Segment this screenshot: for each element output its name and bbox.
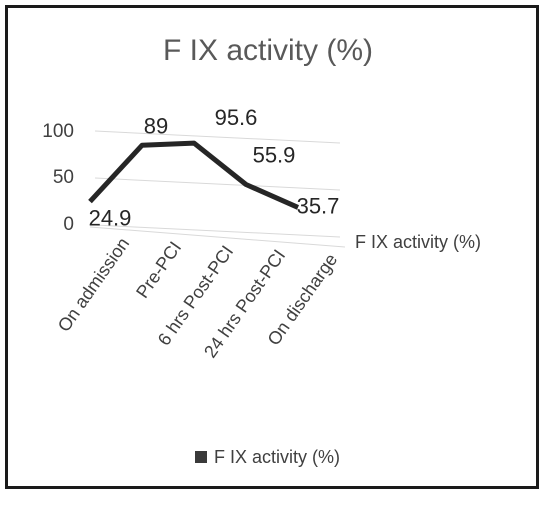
gridline-50 (94, 177, 341, 191)
depth-axis-label: F IX activity (%) (355, 232, 481, 252)
data-label-1: 89 (144, 113, 168, 138)
y-tick-0: 0 (63, 214, 74, 235)
y-tick-50: 50 (53, 167, 74, 188)
category-label-1: Pre-PCI (132, 238, 185, 302)
legend-swatch (195, 451, 207, 463)
chart-frame (5, 5, 539, 489)
gridline-100 (94, 130, 341, 144)
data-labels: 24.9 89 95.6 55.9 35.7 (89, 105, 340, 230)
data-label-2: 95.6 (215, 105, 258, 130)
legend-label: F IX activity (%) (214, 447, 340, 467)
series-line-f-ix-activity (88, 140, 300, 210)
chart-title: F IX activity (%) (163, 34, 373, 67)
category-label-0: On admission (54, 234, 134, 336)
gridlines (89, 130, 346, 248)
floor-edge (89, 226, 346, 248)
data-label-4: 35.7 (297, 193, 340, 218)
gridline-0 (94, 224, 341, 238)
data-label-0: 24.9 (89, 206, 132, 231)
y-tick-100: 100 (42, 121, 74, 142)
data-label-3: 55.9 (253, 142, 296, 167)
